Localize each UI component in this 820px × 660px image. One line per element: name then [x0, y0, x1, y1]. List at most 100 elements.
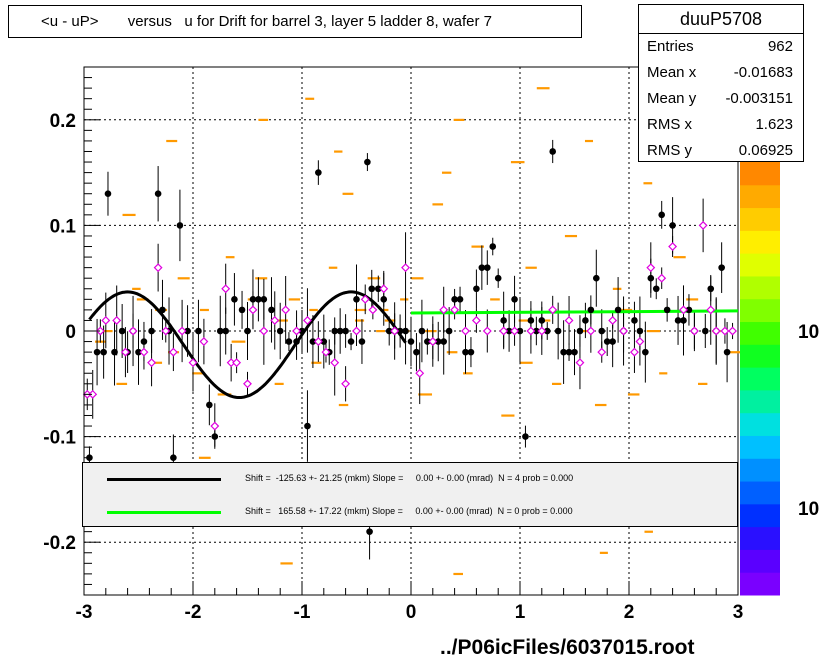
histogram-bin [258, 118, 269, 121]
palette-cell [740, 367, 780, 391]
histogram-bin [518, 319, 530, 322]
data-point-black [111, 348, 118, 356]
fit-curve-black [88, 290, 407, 399]
data-point-magenta [575, 358, 585, 368]
data-point-black [549, 148, 556, 155]
histogram-bin [627, 393, 640, 396]
histogram-bin [536, 87, 550, 90]
histogram-bin [400, 298, 409, 301]
data-point-black [368, 285, 376, 293]
data-point-black [347, 338, 355, 345]
stats-box: duuP5708 Entries 962 Mean x -0.01683 Mea… [638, 4, 804, 162]
histogram-bin [411, 277, 424, 280]
data-point-black [723, 348, 731, 356]
axes: -3 -2 -1 0 1 2 3 -0.2 -0.1 0 0.1 0.2 [43, 66, 743, 623]
data-point-magenta [608, 315, 618, 325]
data-point-magenta [352, 326, 361, 336]
palette-cell [740, 389, 780, 414]
data-point-black [118, 327, 126, 335]
legend-line-green [107, 511, 221, 514]
histogram-bin [686, 298, 699, 301]
data-point-black [505, 327, 513, 335]
y-tick-label: -0.1 [43, 428, 76, 449]
histogram-bin [673, 256, 686, 259]
histogram-bin [453, 118, 465, 121]
data-point-magenta [259, 326, 269, 336]
data-point-black [478, 264, 486, 271]
data-point-magenta [537, 326, 547, 336]
footer-filename: ../P06icFiles/6037015.root [440, 636, 695, 659]
histogram-bin [309, 308, 318, 312]
stats-key: Entries [647, 38, 694, 55]
data-point-magenta [720, 326, 730, 336]
data-point-magenta [689, 326, 699, 336]
data-point-black [527, 317, 535, 324]
data-point-black [396, 327, 404, 335]
data-point-magenta [177, 326, 187, 336]
palette-cell [740, 412, 780, 436]
histogram-bin [255, 277, 268, 280]
data-point-magenta [248, 305, 258, 315]
data-point-magenta [728, 326, 737, 336]
y-tick-label: -0.2 [43, 533, 76, 554]
data-point-magenta [668, 242, 678, 251]
data-point-black [260, 296, 268, 303]
data-point-black [184, 327, 191, 335]
data-point-black [636, 327, 644, 335]
data-point-black [543, 327, 551, 335]
data-point-black [533, 327, 540, 335]
data-point-black [238, 306, 246, 314]
data-point-black [598, 327, 606, 335]
data-points [82, 148, 737, 535]
data-point-magenta [510, 326, 519, 336]
histogram-bin [659, 372, 668, 375]
stats-name: duuP5708 [639, 5, 803, 34]
histogram-bin [231, 340, 246, 343]
data-point-black [159, 306, 166, 314]
data-point-magenta [330, 358, 340, 368]
histogram-bin [354, 308, 367, 312]
data-point-magenta [88, 389, 98, 399]
histogram-bin [501, 414, 515, 417]
data-point-magenta [321, 347, 331, 357]
histogram-bin [463, 372, 473, 375]
data-point-black [276, 327, 284, 335]
stats-row-entries: Entries 962 [639, 34, 803, 60]
histogram-bin [288, 298, 301, 301]
palette-cell [740, 275, 780, 300]
data-point-magenta [341, 379, 351, 389]
y-tick-label: 0 [65, 322, 76, 343]
data-point-magenta [232, 358, 242, 368]
data-point-black [631, 317, 638, 324]
data-point-black [538, 317, 546, 324]
palette-cell [740, 298, 780, 323]
fit-legend: Shift = -125.63 +- 21.25 (mkm) Slope = 0… [82, 462, 738, 527]
histogram-bin [177, 277, 190, 280]
data-point-black [652, 285, 660, 293]
histogram-bin [441, 171, 452, 174]
data-point-black [231, 296, 238, 303]
data-point-black [467, 348, 475, 356]
data-point-black [285, 338, 293, 345]
data-point-magenta [161, 326, 171, 336]
stats-row-rms-y: RMS y 0.06925 [639, 138, 803, 164]
histogram-bin [328, 266, 338, 269]
data-point-black [148, 327, 155, 335]
data-point-black [331, 327, 339, 335]
data-point-black [522, 433, 529, 440]
data-point-black [680, 317, 687, 324]
data-point-magenta [199, 337, 209, 347]
histogram-bin [311, 361, 322, 364]
data-point-magenta [281, 305, 291, 315]
data-point-black [451, 296, 458, 303]
data-point-black [484, 264, 491, 271]
data-point-black [511, 296, 518, 303]
data-point-black [582, 317, 589, 324]
data-point-black [364, 158, 371, 166]
data-point-black [702, 327, 709, 335]
data-point-black [170, 454, 177, 462]
histogram-bin [646, 330, 661, 333]
data-point-black [255, 296, 262, 303]
data-point-black [244, 327, 251, 335]
data-point-magenta [415, 368, 425, 378]
